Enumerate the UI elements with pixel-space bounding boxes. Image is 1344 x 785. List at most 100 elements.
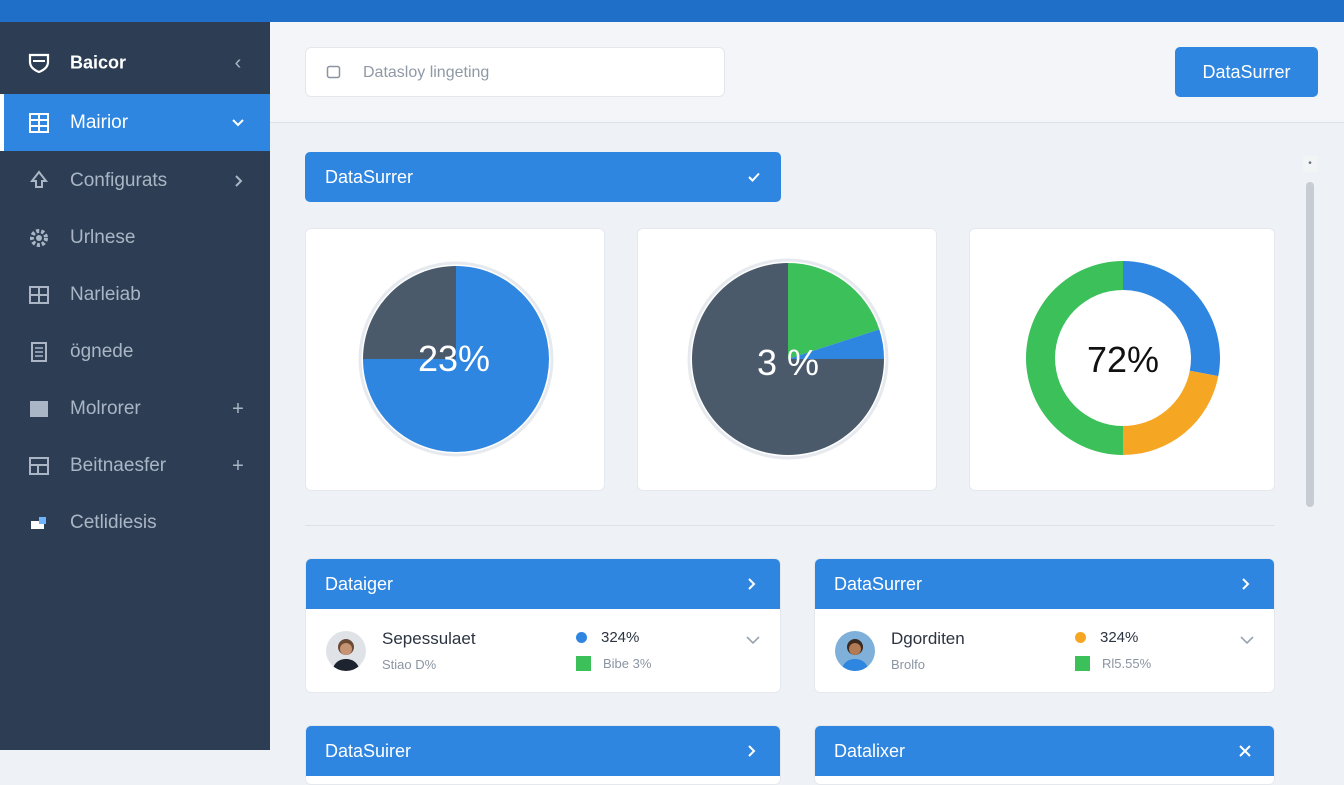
donut-value: 23% (418, 338, 490, 379)
donut-outline (358, 261, 554, 457)
gear-icon (30, 228, 48, 247)
monitor-icon (30, 400, 48, 417)
sidebar-item-label: Baicor (70, 52, 127, 72)
panel-title: Dataiger (325, 574, 394, 594)
panel-header[interactable]: DataSuirer (306, 726, 780, 776)
person-name: Dgorditen (891, 629, 965, 648)
close-icon[interactable] (1236, 742, 1254, 760)
chevron-right-icon[interactable] (742, 742, 760, 760)
document-icon (31, 341, 47, 362)
donut-segment (788, 329, 884, 359)
divider (305, 525, 1275, 526)
donut-card: 72% (969, 228, 1275, 491)
sidebar-item-label: Cetlidiesis (70, 511, 157, 533)
filter-dropdown[interactable]: DataSurrer (305, 152, 781, 202)
status-square (576, 656, 591, 671)
sidebar-item-cetlidiesis[interactable]: Cetlidiesis (0, 494, 270, 551)
shield-icon (28, 53, 50, 73)
layout-icon (29, 456, 49, 475)
chevron-down-icon[interactable] (744, 631, 762, 649)
top-bar (0, 0, 1344, 22)
table-icon (29, 285, 49, 304)
sidebar-item-configurats[interactable]: Configurats (0, 152, 270, 209)
detail-panel: Dataiger Sepessulaet Stiao D% 324% Bibe … (305, 558, 781, 693)
donut-segment (788, 263, 880, 359)
check-icon (748, 172, 760, 182)
stat-primary-value: 324% (601, 629, 640, 646)
sidebar: Baicor ‹ Mairior Configurats Urlnese Nar… (0, 22, 270, 750)
chevron-right-icon[interactable] (742, 575, 760, 593)
donut-value: 3 % (757, 342, 819, 383)
detail-panel: Datalixer (814, 725, 1275, 785)
bell-icon (29, 169, 49, 188)
panel-header[interactable]: Dataiger (306, 559, 780, 609)
search-input[interactable] (361, 60, 705, 86)
stat-secondary: Bibe 3% (576, 656, 651, 671)
plus-icon[interactable]: + (232, 397, 244, 420)
sidebar-item-ognede[interactable]: ögnede (0, 323, 270, 380)
avatar (326, 631, 366, 671)
chevron-right-icon[interactable] (229, 172, 247, 190)
stat-secondary-value: Rl5.55% (1102, 656, 1152, 671)
scrollbar-thumb[interactable] (1306, 182, 1314, 507)
panel-title: DataSuirer (325, 741, 412, 761)
donut-value: 72% (1087, 339, 1159, 380)
sidebar-item-label: Configurats (70, 169, 168, 191)
stat-secondary-value: Bibe 3% (603, 656, 652, 671)
donut-card: 3 % (637, 228, 937, 491)
data-surrer-button[interactable]: DataSurrer (1175, 47, 1318, 97)
status-dot (1075, 632, 1086, 643)
panel-title: DataSurrer (834, 574, 923, 594)
sidebar-item-mairior[interactable]: Mairior (0, 94, 270, 151)
stat-primary: 324% (576, 629, 639, 646)
puzzle-icon (31, 516, 46, 529)
donut-chart: 3 % (687, 258, 889, 460)
detail-panel: DataSuirer (305, 725, 781, 785)
checkbox-icon (326, 65, 341, 79)
detail-panel: DataSurrer Dgorditen Brolfo 324% Rl5.55% (814, 558, 1275, 693)
scroll-up-button[interactable]: • (1303, 156, 1317, 172)
status-dot (576, 632, 587, 643)
donut-segment (692, 263, 884, 455)
avatar (835, 631, 875, 671)
person-name: Sepessulaet (382, 629, 476, 648)
person-subtitle: Stiao D% (382, 657, 437, 672)
sidebar-item-label: ögnede (70, 340, 134, 362)
stat-primary: 324% (1075, 629, 1138, 646)
sidebar-item-label: Beitnaesfer (70, 454, 167, 476)
person-subtitle: Brolfo (891, 657, 925, 672)
sidebar-item-label: Mairior (70, 111, 129, 133)
sidebar-item-label: Urlnese (70, 226, 136, 248)
chevron-right-icon[interactable] (1236, 575, 1254, 593)
filter-dropdown-label: DataSurrer (325, 167, 414, 187)
donut-outline (687, 258, 889, 460)
donut-segment (1026, 261, 1123, 455)
donut-card: 23% (305, 228, 605, 491)
data-surrer-button-label: DataSurrer (1202, 61, 1291, 82)
panel-header[interactable]: Datalixer (815, 726, 1274, 776)
sidebar-item-brand[interactable]: Baicor ‹ (0, 34, 270, 91)
chevron-down-icon[interactable] (1238, 631, 1256, 649)
stat-primary-value: 324% (1100, 629, 1139, 646)
search-box[interactable] (305, 47, 725, 97)
panel-title: Datalixer (834, 741, 906, 761)
scrollbar[interactable]: • (1300, 152, 1320, 750)
sidebar-item-label: Molrorer (70, 397, 141, 419)
donut-chart: 23% (358, 261, 554, 457)
donut-segment (363, 266, 456, 359)
status-square (1075, 656, 1090, 671)
donut-segment (1123, 261, 1220, 377)
chevron-down-icon[interactable] (229, 114, 247, 132)
panel-header[interactable]: DataSurrer (815, 559, 1274, 609)
stat-secondary: Rl5.55% (1075, 656, 1151, 671)
sidebar-item-urlnese[interactable]: Urlnese (0, 209, 270, 266)
sidebar-item-label: Narleiab (70, 283, 141, 305)
grid-icon (29, 112, 49, 133)
donut-chart: 72% (1026, 261, 1220, 455)
sidebar-item-molrorer[interactable]: Molrorer + (0, 380, 270, 437)
donut-segment (1123, 370, 1219, 455)
chevron-left-icon[interactable]: ‹ (234, 51, 242, 74)
sidebar-item-beitnaesfer[interactable]: Beitnaesfer + (0, 437, 270, 494)
plus-icon[interactable]: + (232, 454, 244, 477)
sidebar-item-narleiab[interactable]: Narleiab (0, 266, 270, 323)
